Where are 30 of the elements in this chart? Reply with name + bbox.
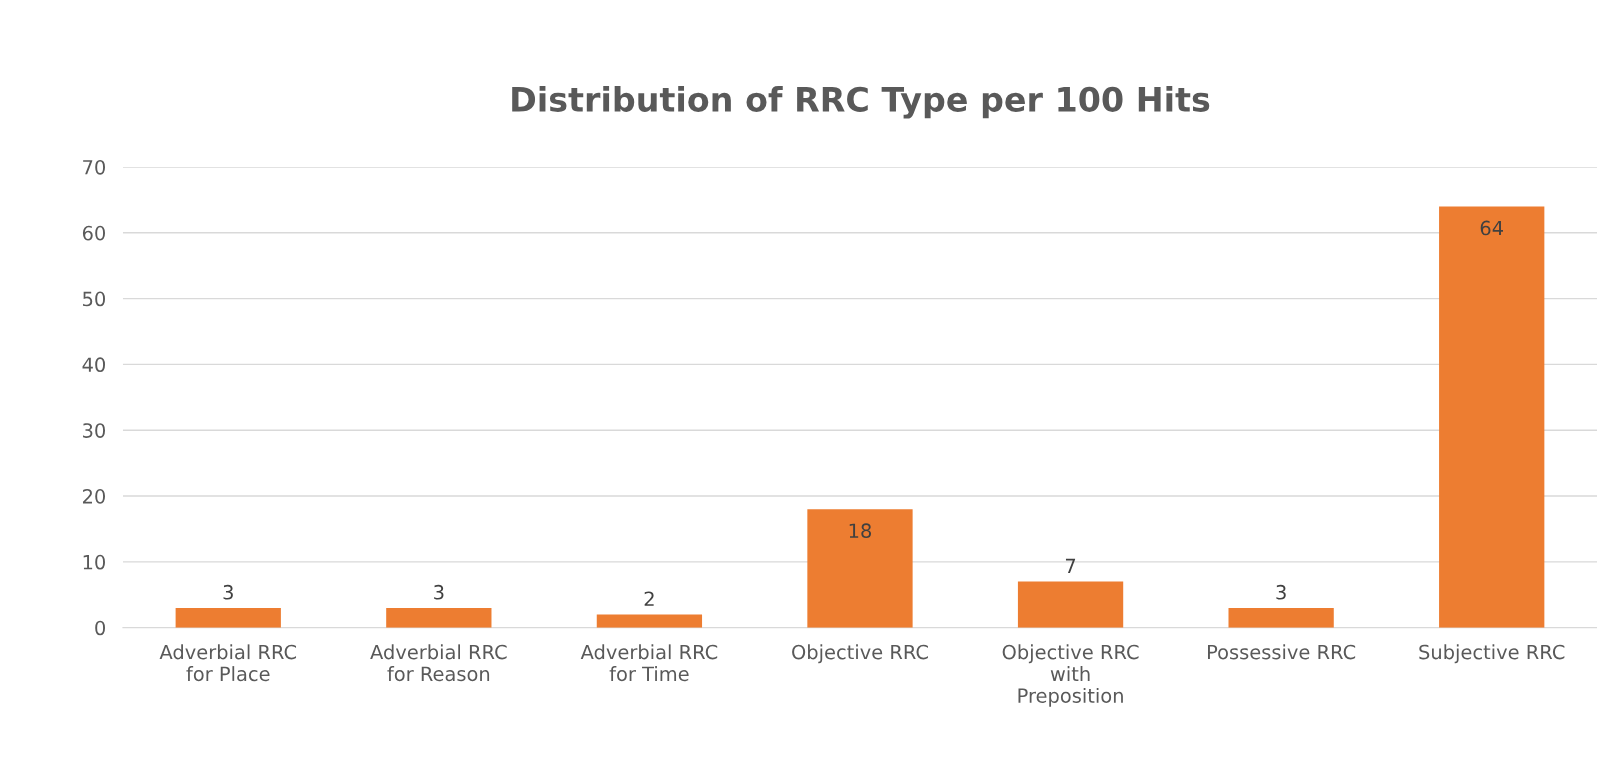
x-tick-label: Adverbial RRC for Time — [580, 644, 718, 682]
x-tick-label: Adverbial RRC for Reason — [370, 644, 507, 682]
x-tick-label: Subjective RRC — [1419, 644, 1565, 664]
data-label: 7 — [1065, 558, 1076, 573]
data-label: 2 — [644, 591, 654, 606]
data-label: 18 — [849, 523, 872, 539]
y-tick-label: 20 — [82, 489, 106, 504]
chart-title: Distribution of RRC Type per 100 Hits — [512, 86, 1210, 119]
x-tick-label: Possessive RRC — [1208, 644, 1356, 660]
y-tick-label: 70 — [83, 159, 106, 175]
y-tick-label: 60 — [82, 225, 106, 241]
x-tick-label: Objective RRC with Preposition — [1002, 644, 1139, 707]
data-label: 64 — [1480, 220, 1503, 236]
data-label: 3 — [434, 584, 444, 600]
x-tick-label: Objective RRC — [792, 644, 928, 664]
bar — [807, 509, 913, 628]
y-tick-label: 40 — [82, 357, 106, 373]
bar — [1017, 581, 1124, 628]
data-label: 3 — [223, 584, 233, 600]
bar — [386, 607, 492, 628]
y-tick-label: 0 — [95, 620, 106, 636]
bar — [1228, 607, 1334, 628]
y-tick-label: 10 — [83, 554, 106, 570]
y-tick-label: 30 — [83, 423, 106, 438]
data-label: 3 — [1276, 584, 1286, 600]
x-tick-label: Adverbial RRC for Place — [159, 644, 297, 682]
bar — [1439, 206, 1545, 628]
y-tick-label: 50 — [83, 291, 106, 307]
bar — [175, 607, 281, 628]
bar — [596, 614, 703, 628]
